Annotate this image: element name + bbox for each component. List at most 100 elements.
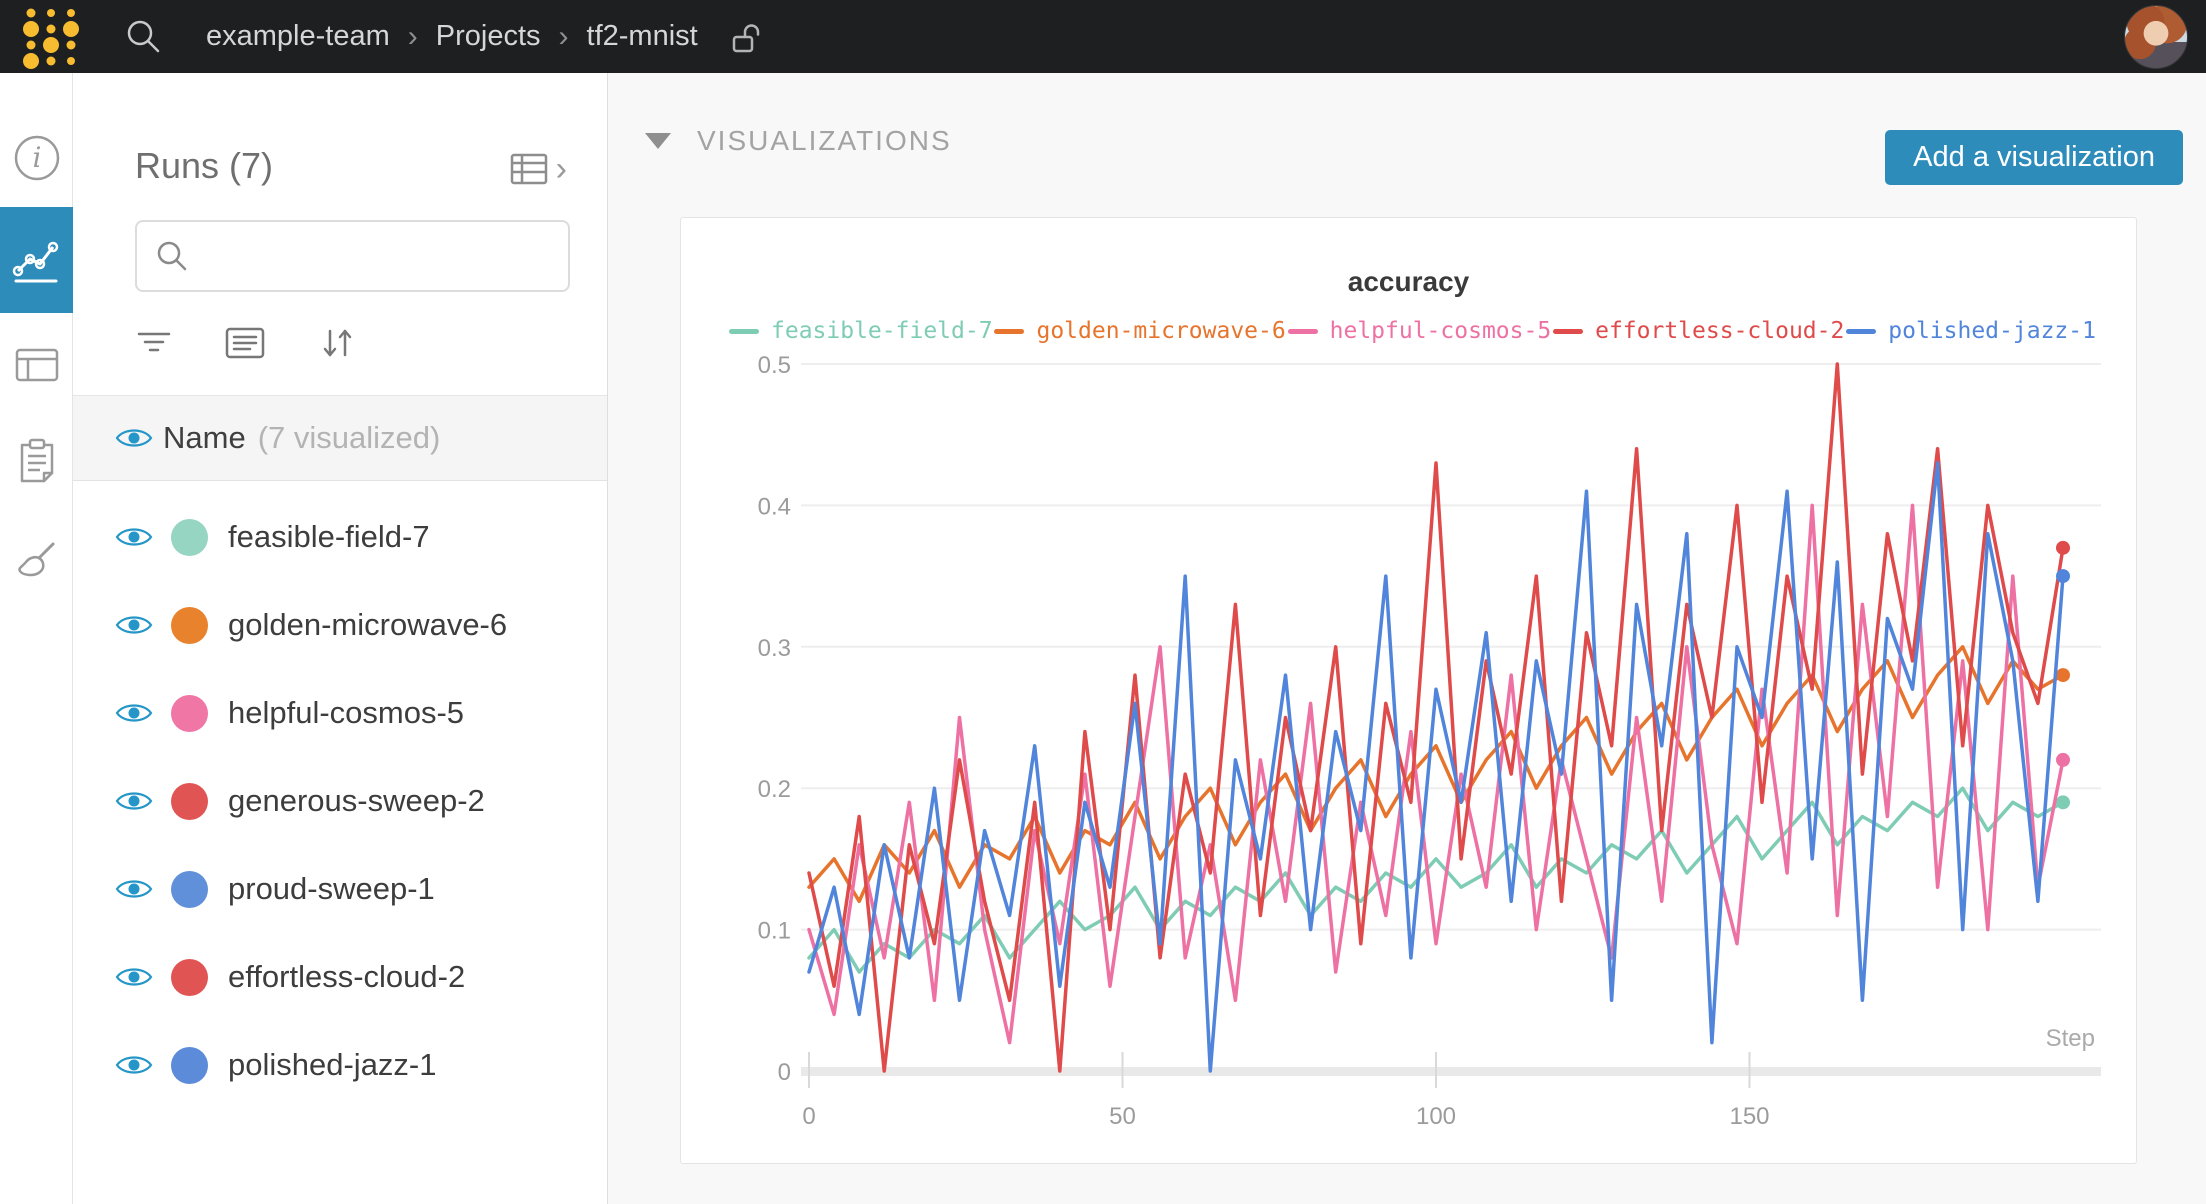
breadcrumb-separator: › bbox=[408, 20, 418, 54]
svg-text:i: i bbox=[32, 141, 41, 174]
series-endpoint-feasible-field-7 bbox=[2056, 795, 2070, 809]
run-row[interactable]: effortless-cloud-2 bbox=[73, 933, 607, 1021]
runs-panel-title: Runs (7) bbox=[135, 145, 273, 187]
run-name: polished-jazz-1 bbox=[228, 1047, 437, 1083]
run-visibility-eye-icon[interactable] bbox=[115, 613, 153, 637]
run-row[interactable]: polished-jazz-1 bbox=[73, 1021, 607, 1109]
run-color-dot bbox=[171, 519, 208, 556]
search-icon[interactable] bbox=[124, 17, 164, 57]
run-visibility-eye-icon[interactable] bbox=[115, 789, 153, 813]
sidebar-item-sweeps[interactable] bbox=[0, 525, 73, 598]
y-tick-label: 0.3 bbox=[758, 635, 791, 662]
runs-table-icon bbox=[510, 151, 550, 187]
runs-header-label: Name bbox=[163, 420, 246, 456]
wandb-logo[interactable] bbox=[20, 4, 82, 70]
clipboard-icon bbox=[14, 437, 60, 487]
run-color-dot bbox=[171, 607, 208, 644]
chart-legend: feasible-field-7 golden-microwave-6 helpfu… bbox=[729, 313, 2096, 349]
run-name: effortless-cloud-2 bbox=[228, 959, 465, 995]
x-tick-label: 50 bbox=[1109, 1103, 1136, 1130]
runs-list: feasible-field-7 golden-microwave-6 help… bbox=[73, 493, 607, 1109]
unlock-icon bbox=[730, 20, 762, 54]
chart-title: accuracy bbox=[681, 266, 2136, 298]
visualizations-section-title: VISUALIZATIONS bbox=[697, 125, 952, 157]
legend-swatch bbox=[1553, 329, 1583, 334]
user-avatar[interactable] bbox=[2124, 5, 2188, 69]
run-row[interactable]: golden-microwave-6 bbox=[73, 581, 607, 669]
sidebar-item-charts[interactable] bbox=[0, 207, 73, 313]
legend-item: polished-jazz-1 bbox=[1846, 318, 2096, 344]
info-icon: i bbox=[13, 134, 61, 182]
sidebar-item-overview[interactable]: i bbox=[0, 121, 73, 194]
accuracy-chart-panel[interactable]: accuracy feasible-field-7 golden-microwav… bbox=[680, 217, 2137, 1164]
runs-list-header: Name (7 visualized) bbox=[73, 396, 607, 481]
breadcrumb: example-team › Projects › tf2-mnist bbox=[206, 20, 762, 54]
chevron-right-icon: › bbox=[556, 152, 567, 186]
runs-toolbar bbox=[135, 325, 357, 361]
series-endpoint-helpful-cosmos-5 bbox=[2056, 753, 2070, 767]
y-tick-label: 0 bbox=[778, 1059, 791, 1086]
legend-swatch bbox=[729, 329, 759, 334]
runs-header-sublabel: (7 visualized) bbox=[258, 420, 441, 456]
line-chart: 00.10.20.30.40.5050100150Step bbox=[691, 348, 2111, 1148]
sort-button[interactable] bbox=[317, 325, 357, 361]
run-color-dot bbox=[171, 695, 208, 732]
y-tick-label: 0.2 bbox=[758, 776, 791, 803]
breadcrumb-team[interactable]: example-team bbox=[206, 20, 390, 53]
x-tick-label: 150 bbox=[1729, 1103, 1769, 1130]
series-endpoint-effortless-cloud-2 bbox=[2056, 541, 2070, 555]
y-tick-label: 0.4 bbox=[758, 493, 791, 520]
legend-label: feasible-field-7 bbox=[771, 318, 993, 344]
run-name: golden-microwave-6 bbox=[228, 607, 507, 643]
main-content: VISUALIZATIONS Add a visualization accur… bbox=[608, 73, 2206, 1204]
open-runs-table-button[interactable]: › bbox=[510, 151, 567, 187]
toggle-all-visibility-eye-icon[interactable] bbox=[115, 426, 153, 450]
series-line-helpful-cosmos-5 bbox=[809, 505, 2063, 1042]
breadcrumb-project-name[interactable]: tf2-mnist bbox=[587, 20, 698, 53]
table-icon bbox=[14, 342, 60, 388]
legend-label: polished-jazz-1 bbox=[1888, 318, 2096, 344]
run-name: generous-sweep-2 bbox=[228, 783, 485, 819]
search-icon bbox=[155, 239, 189, 273]
chart-plot-area: 00.10.20.30.40.5050100150Step bbox=[691, 348, 2111, 1148]
legend-label: golden-microwave-6 bbox=[1036, 318, 1285, 344]
run-row[interactable]: proud-sweep-1 bbox=[73, 845, 607, 933]
run-visibility-eye-icon[interactable] bbox=[115, 701, 153, 725]
add-visualization-button[interactable]: Add a visualization bbox=[1885, 130, 2183, 185]
y-tick-label: 0.5 bbox=[758, 352, 791, 379]
run-name: helpful-cosmos-5 bbox=[228, 695, 464, 731]
run-color-dot bbox=[171, 1047, 208, 1084]
run-visibility-eye-icon[interactable] bbox=[115, 877, 153, 901]
x-tick-label: 100 bbox=[1416, 1103, 1456, 1130]
sidebar-item-table[interactable] bbox=[0, 328, 73, 401]
x-tick-label: 0 bbox=[802, 1103, 815, 1130]
series-line-golden-microwave-6 bbox=[809, 647, 2063, 902]
legend-swatch bbox=[1846, 329, 1876, 334]
group-button[interactable] bbox=[225, 327, 265, 359]
runs-panel: Runs (7) › bbox=[73, 73, 608, 1204]
run-visibility-eye-icon[interactable] bbox=[115, 1053, 153, 1077]
runs-search-input[interactable] bbox=[203, 226, 568, 286]
run-row[interactable]: feasible-field-7 bbox=[73, 493, 607, 581]
breadcrumb-projects[interactable]: Projects bbox=[436, 20, 541, 53]
legend-label: effortless-cloud-2 bbox=[1595, 318, 1844, 344]
filter-button[interactable] bbox=[135, 328, 173, 358]
run-visibility-eye-icon[interactable] bbox=[115, 525, 153, 549]
list-icon bbox=[225, 327, 265, 359]
run-row[interactable]: generous-sweep-2 bbox=[73, 757, 607, 845]
sidebar-item-notes[interactable] bbox=[0, 425, 73, 498]
legend-label: helpful-cosmos-5 bbox=[1330, 318, 1552, 344]
x-axis-line bbox=[801, 1067, 2101, 1076]
sort-icon bbox=[317, 325, 357, 361]
run-visibility-eye-icon[interactable] bbox=[115, 965, 153, 989]
run-color-dot bbox=[171, 871, 208, 908]
visualizations-section-toggle[interactable]: VISUALIZATIONS bbox=[645, 125, 952, 157]
run-color-dot bbox=[171, 959, 208, 996]
run-row[interactable]: helpful-cosmos-5 bbox=[73, 669, 607, 757]
left-icon-rail: i bbox=[0, 73, 73, 1204]
line-chart-icon bbox=[12, 235, 62, 285]
legend-item: feasible-field-7 bbox=[729, 318, 993, 344]
y-tick-label: 0.1 bbox=[758, 918, 791, 945]
filter-icon bbox=[135, 328, 173, 358]
series-endpoint-golden-microwave-6 bbox=[2056, 668, 2070, 682]
